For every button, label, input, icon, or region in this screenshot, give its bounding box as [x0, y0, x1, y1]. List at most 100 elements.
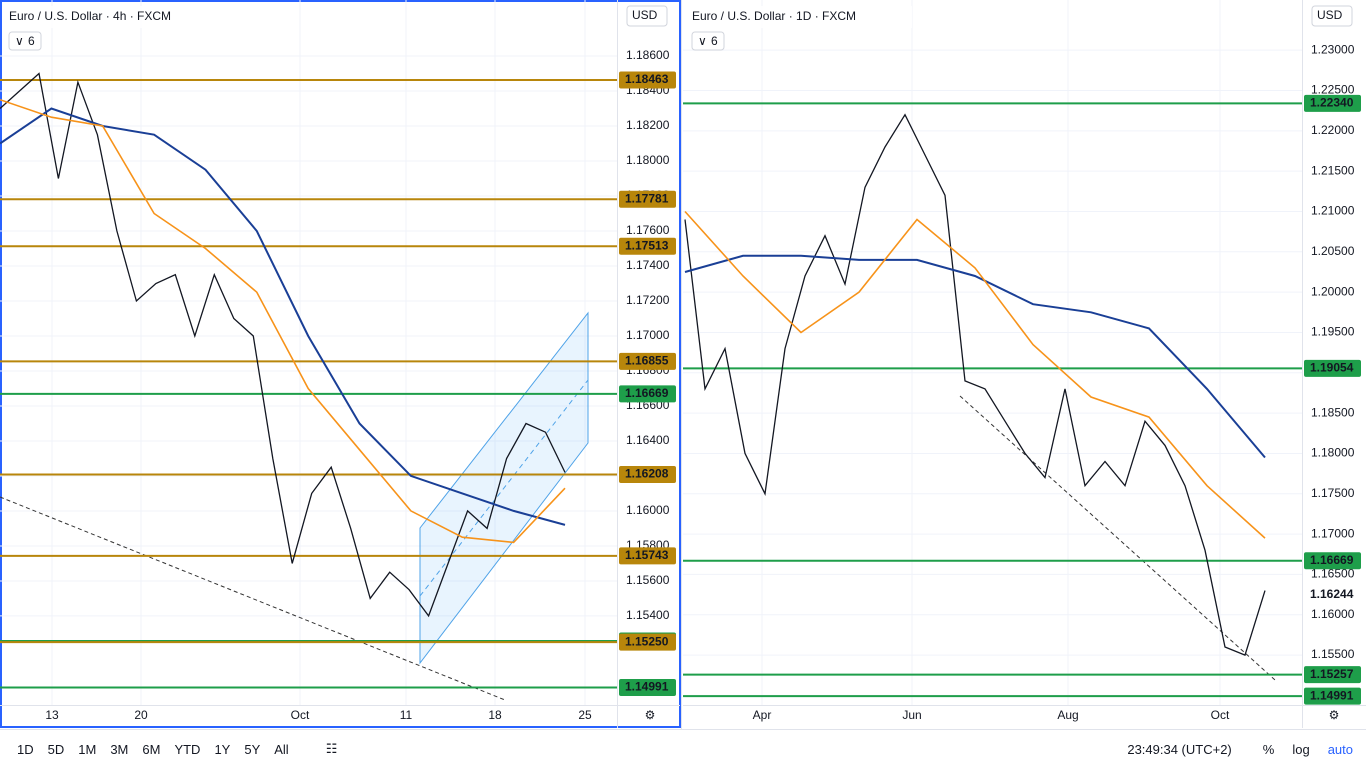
ma-slow	[0, 107, 566, 526]
plot-area	[0, 0, 617, 705]
range-button[interactable]: 3M	[110, 741, 129, 757]
y-tick-label: 1.17500	[1311, 486, 1355, 500]
range-button[interactable]: 5D	[47, 741, 65, 757]
range-button[interactable]: 6M	[142, 741, 161, 757]
price-tag-label: 1.17781	[625, 191, 669, 205]
channel-mid	[419, 379, 589, 597]
price-tag	[619, 547, 676, 565]
settings-icon[interactable]: ⚙	[1329, 708, 1340, 722]
x-tick-label: Jun	[902, 708, 921, 722]
scale-option[interactable]: auto	[1327, 741, 1353, 757]
price-tag-label: 1.16669	[625, 386, 669, 400]
trendline	[959, 395, 1276, 681]
ma-slow	[684, 254, 1266, 459]
price-tag-label: 1.18463	[625, 72, 669, 86]
scale-option[interactable]: %	[1262, 741, 1275, 757]
ma-fast	[684, 210, 1266, 539]
price-tag-label: 1.14991	[625, 680, 669, 694]
y-tick-label: 1.18500	[1311, 405, 1355, 419]
y-tick-label: 1.22000	[1311, 123, 1355, 137]
y-tick-label: 1.16000	[1311, 607, 1355, 621]
y-tick-label: 1.20500	[1311, 244, 1355, 258]
bottom-toolbar: 1D 5D 1M 3M 6M YTD 1Y 5Y All ☷ 23:49:34 (UTC+2) …	[0, 729, 1366, 768]
y-tick-label: 1.16000	[626, 503, 670, 517]
scale-option[interactable]: log	[1292, 741, 1310, 757]
y-tick-label: 1.18600	[626, 48, 670, 62]
y-tick-label: 1.17400	[626, 258, 670, 272]
x-tick-label: Oct	[291, 708, 310, 722]
legend-bg	[4, 6, 229, 28]
currency-button[interactable]	[626, 5, 668, 27]
indicator-toggle[interactable]	[691, 31, 725, 51]
price-tag	[1304, 687, 1361, 705]
price-tag-label: 1.16855	[625, 354, 669, 368]
y-tick-label: 1.16400	[626, 433, 670, 447]
y-tick-label: 1.23000	[1311, 42, 1355, 56]
price-tag	[1304, 552, 1361, 570]
indicator-toggle-arrow: ∨	[15, 34, 24, 48]
y-tick-label: 1.21500	[1311, 163, 1355, 177]
price-tag	[1304, 94, 1361, 112]
range-button[interactable]: 5Y	[244, 741, 261, 757]
x-tick-label: Oct	[1211, 708, 1230, 722]
indicator-count: 6	[28, 34, 35, 48]
x-tick-label: 11	[400, 708, 413, 722]
price-tag	[619, 352, 676, 370]
range-button[interactable]: 1M	[78, 741, 97, 757]
compare-icon[interactable]: ☷	[325, 741, 338, 756]
price-tag-label: 1.16669	[1310, 553, 1354, 567]
chart-panel: 1.154001.156001.158001.160001.162001.164…	[0, 0, 680, 728]
x-tick-label: 18	[488, 708, 502, 722]
indicator-toggle-arrow: ∨	[698, 34, 707, 48]
currency-label: USD	[1317, 8, 1343, 22]
range-buttons: 1D 5D 1M 3M 6M YTD 1Y 5Y All	[0, 742, 296, 757]
y-tick-label: 1.20000	[1311, 284, 1355, 298]
y-tick-label: 1.17000	[1311, 526, 1355, 540]
price-tag-label: 1.19054	[1310, 361, 1354, 375]
x-tick-label: 13	[45, 708, 59, 722]
y-tick-label: 1.18000	[1311, 446, 1355, 460]
price-line	[684, 113, 1266, 656]
price-tag	[619, 385, 676, 403]
settings-icon[interactable]: ⚙	[645, 708, 656, 722]
active-panel-border	[0, 0, 681, 728]
price-tag	[619, 679, 676, 697]
price-tag	[619, 466, 676, 484]
chart-area: 1.154001.156001.158001.160001.162001.164…	[0, 0, 1366, 729]
chart-panel: 1.150001.155001.160001.165001.170001.175…	[683, 0, 1366, 728]
price-tag-label: 1.15250	[625, 634, 669, 648]
price-tag-label: 1.15257	[1310, 667, 1354, 681]
y-tick-label: 1.19500	[1311, 325, 1355, 339]
range-button[interactable]: 1Y	[214, 741, 231, 757]
x-tick-label: 20	[134, 708, 148, 722]
indicator-count: 6	[711, 34, 718, 48]
y-tick-label: 1.15400	[626, 608, 670, 622]
ma-fast	[0, 98, 566, 544]
y-tick-label: 1.18200	[626, 118, 670, 132]
range-button[interactable]: YTD	[174, 741, 201, 757]
scale-options: % log auto	[1254, 742, 1366, 757]
y-tick-label: 1.17200	[626, 293, 670, 307]
currency-button[interactable]	[1311, 5, 1353, 27]
y-tick-label: 1.21000	[1311, 204, 1355, 218]
range-button[interactable]: 1D	[17, 741, 34, 757]
x-tick-label: 25	[578, 708, 592, 722]
range-button[interactable]: All	[274, 741, 289, 757]
price-tag	[619, 633, 676, 651]
price-tag	[619, 71, 676, 89]
price-tag-label: 1.17513	[625, 238, 669, 252]
y-tick-label: 1.18000	[626, 153, 670, 167]
y-tick-label: 1.16500	[1311, 567, 1355, 581]
y-tick-label: 1.17600	[626, 223, 670, 237]
chart-title: Euro / U.S. Dollar · 4h · FXCM	[9, 9, 171, 23]
price-tag	[619, 237, 676, 255]
indicator-toggle[interactable]	[8, 31, 42, 51]
y-tick-label: 1.22500	[1311, 83, 1355, 97]
price-tag	[1304, 586, 1361, 604]
clock: 23:49:34 (UTC+2)	[1127, 741, 1232, 757]
price-tag-label: 1.22340	[1310, 96, 1354, 110]
x-tick-label: Apr	[753, 708, 772, 722]
price-tag	[1304, 666, 1361, 684]
